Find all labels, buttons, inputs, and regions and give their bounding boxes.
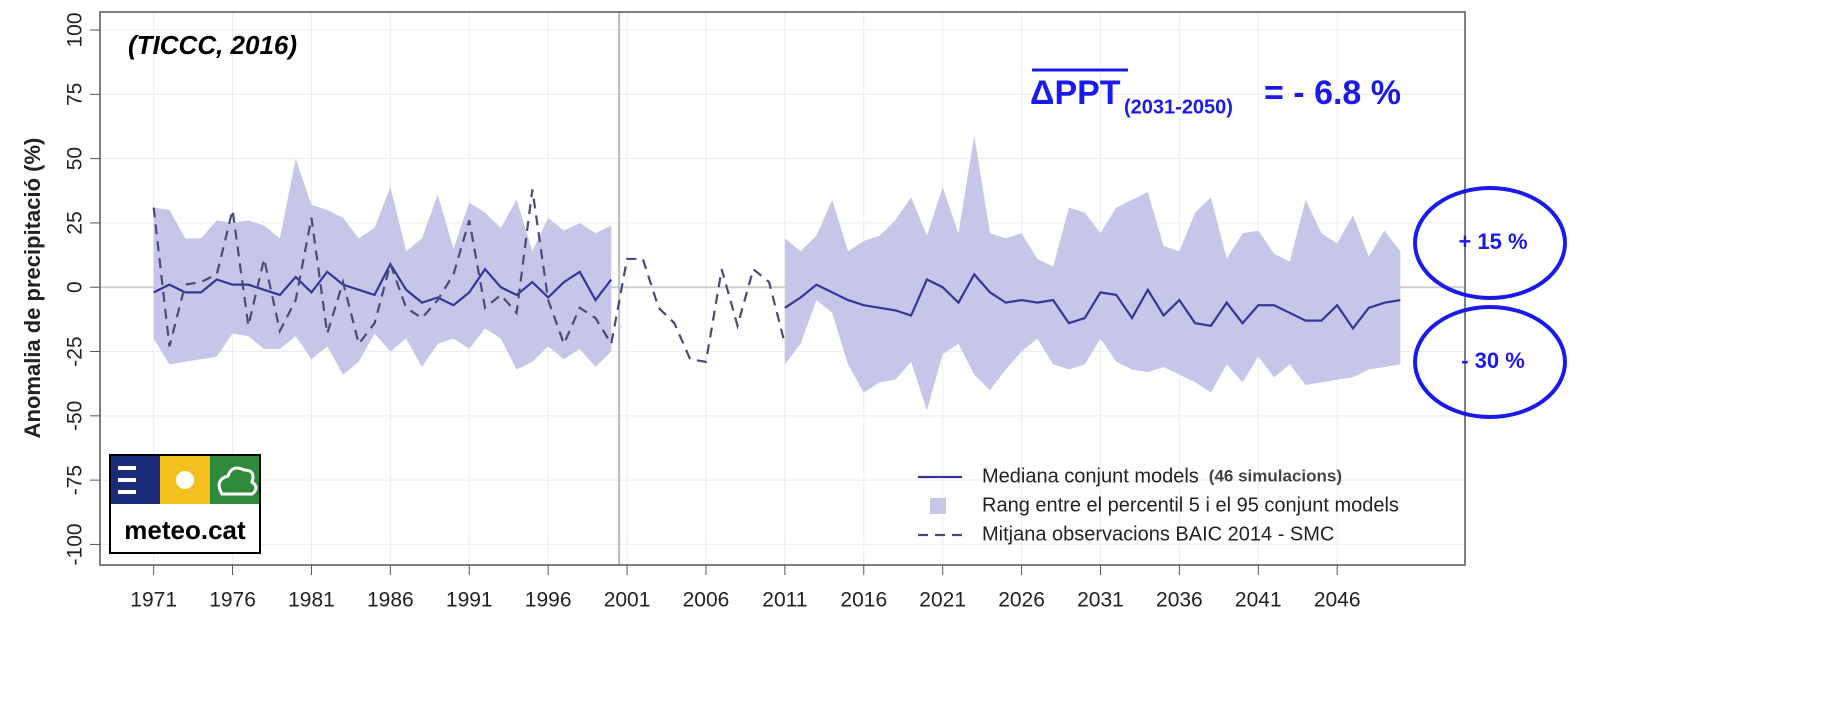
delta-value: = - 6.8 %: [1264, 74, 1401, 112]
source-note: (TICCC, 2016): [128, 30, 297, 60]
logo-text: meteo.cat: [124, 515, 246, 545]
x-tick-label: 1981: [288, 589, 335, 612]
y-tick-label: 75: [64, 83, 87, 106]
series-line: [152, 189, 786, 364]
x-tick-label: 2001: [604, 589, 651, 612]
y-tick-label: 100: [64, 12, 87, 47]
legend-label: Mediana conjunt models: [982, 465, 1199, 487]
x-tick-label: 2046: [1314, 589, 1361, 612]
x-tick-label: 2026: [998, 589, 1045, 612]
series-line: [784, 272, 1401, 331]
legend: Mediana conjunt models (46 simulacions) Ra…: [918, 465, 1399, 545]
logo-green: [210, 456, 259, 504]
x-tick-label: 2006: [683, 589, 730, 612]
lower-circle: [1413, 305, 1567, 419]
range-band: [153, 158, 612, 375]
x-tick-label: 2036: [1156, 589, 1203, 612]
x-tick-label: 2011: [762, 589, 807, 612]
y-tick-label: -75: [64, 465, 87, 495]
range-band: [784, 135, 1401, 411]
y-tick-label: -25: [64, 336, 87, 366]
legend-label: Mitjana observacions BAIC 2014 - SMC: [982, 523, 1334, 545]
logo-cloud: [217, 466, 258, 496]
x-tick-label: 1991: [446, 589, 493, 612]
y-tick-label: 50: [64, 147, 87, 170]
logo-lines: [118, 466, 136, 494]
plot-area: 1971 1976 1981 1986 1991 1996 2001 2006 2011 2016…: [64, 11, 1466, 612]
x-tick-label: 1986: [367, 589, 414, 612]
lower-note: - 30 %: [1461, 348, 1525, 373]
x-tick-label: 2031: [1077, 589, 1124, 612]
x-tick-label: 1971: [130, 589, 177, 612]
y-tick-label: -100: [64, 523, 87, 565]
legend-note: (46 simulacions): [1209, 466, 1342, 485]
legend-label: Rang entre el percentil 5 i el 95 conjun…: [982, 494, 1399, 516]
y-tick-label: 0: [64, 281, 87, 293]
y-tick-label: -50: [64, 401, 87, 431]
y-tick-label: 25: [64, 211, 87, 234]
x-tick-label: 2021: [919, 589, 966, 612]
delta-sub: (2031-2050): [1124, 96, 1233, 118]
logo: meteo.cat: [109, 454, 261, 554]
upper-note: + 15 %: [1458, 229, 1527, 254]
x-tick-label: 2041: [1235, 589, 1282, 612]
series-line: [153, 261, 613, 307]
logo-sun: [176, 471, 194, 489]
y-axis-label: Anomalia de precipitació (%): [20, 138, 45, 439]
plot-frame: [99, 11, 1466, 566]
x-tick-label: 2016: [840, 589, 887, 612]
legend-swatch: [930, 498, 946, 514]
upper-circle: [1413, 186, 1567, 300]
x-tick-label: 1996: [525, 589, 572, 612]
delta-main: ΔPPT: [1030, 74, 1121, 112]
x-tick-label: 1976: [209, 589, 256, 612]
